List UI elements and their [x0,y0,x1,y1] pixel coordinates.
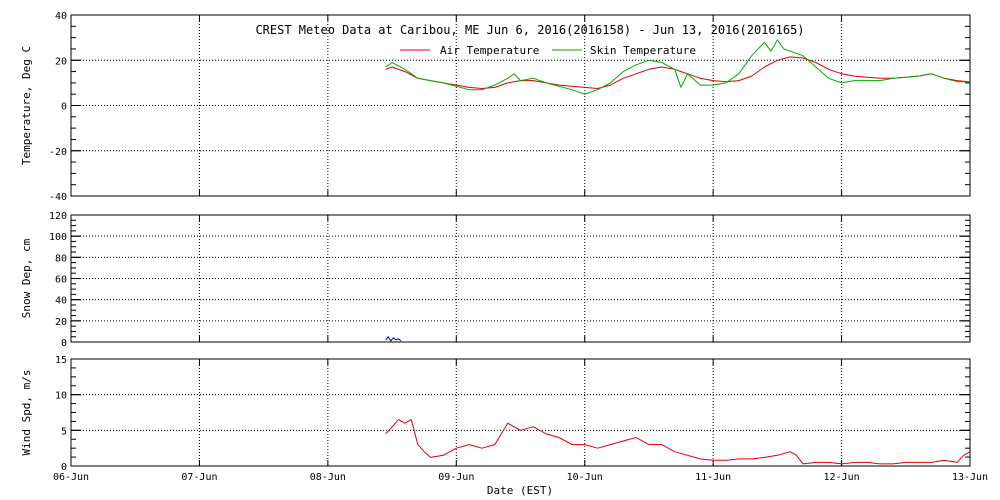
series-snow-depth [385,336,402,342]
wind-speed-panel: 0 5 10 15 Wind Spd, m/s [20,355,971,473]
x-tick-label: 13-Jun [952,472,988,483]
y-tick-label: 5 [61,426,67,437]
y-tick-label: 20 [55,317,67,328]
series-skin-temperature [385,39,970,95]
y-tick-label: 10 [55,391,67,402]
y-axis-title: Temperature, Deg C [20,46,33,165]
y-tick-label: 100 [49,232,67,243]
legend-air-label: Air Temperature [440,44,539,57]
y-tick-label: 60 [55,275,67,286]
temperature-panel: -40 -20 0 20 40 Temperature, Deg C [20,11,971,203]
legend: Air Temperature Skin Temperature [400,44,696,57]
y-tick-label: -40 [49,192,67,203]
x-axis-title: Date (EST) [487,484,553,497]
x-tick-label: 09-Jun [438,472,474,483]
legend-skin-label: Skin Temperature [590,44,696,57]
x-tick-label: 06-Jun [53,472,89,483]
plot-frame [70,14,971,197]
y-tick-label: 0 [61,338,67,349]
series-wind-speed [385,419,971,465]
y-tick-label: 120 [49,211,67,222]
plot-frame [70,358,971,467]
y-tick-label: 20 [55,56,67,67]
y-tick-label: 40 [55,296,67,307]
y-tick-label: 0 [61,102,67,113]
x-tick-label: 08-Jun [310,472,346,483]
y-axis-title: Wind Spd, m/s [20,369,33,455]
y-tick-label: -20 [49,147,67,158]
y-tick-label: 80 [55,253,67,264]
y-tick-label: 0 [61,462,67,473]
x-tick-label: 07-Jun [181,472,217,483]
x-tick-labels: 06-Jun 07-Jun 08-Jun 09-Jun 10-Jun 11-Jun 12-J… [53,472,988,483]
series-air-temperature [385,56,971,89]
snow-depth-panel: 0 20 40 60 80 100 120 Snow Dep, cm [20,211,971,349]
x-tick-label: 11-Jun [695,472,731,483]
y-tick-label: 15 [55,355,67,366]
y-tick-label: 40 [55,11,67,22]
y-axis-title: Snow Dep, cm [20,238,33,318]
x-tick-label: 12-Jun [824,472,860,483]
plot-frame [70,214,971,343]
chart-title: CREST Meteo Data at Caribou, ME Jun 6, 2… [255,23,804,37]
x-tick-label: 10-Jun [567,472,603,483]
